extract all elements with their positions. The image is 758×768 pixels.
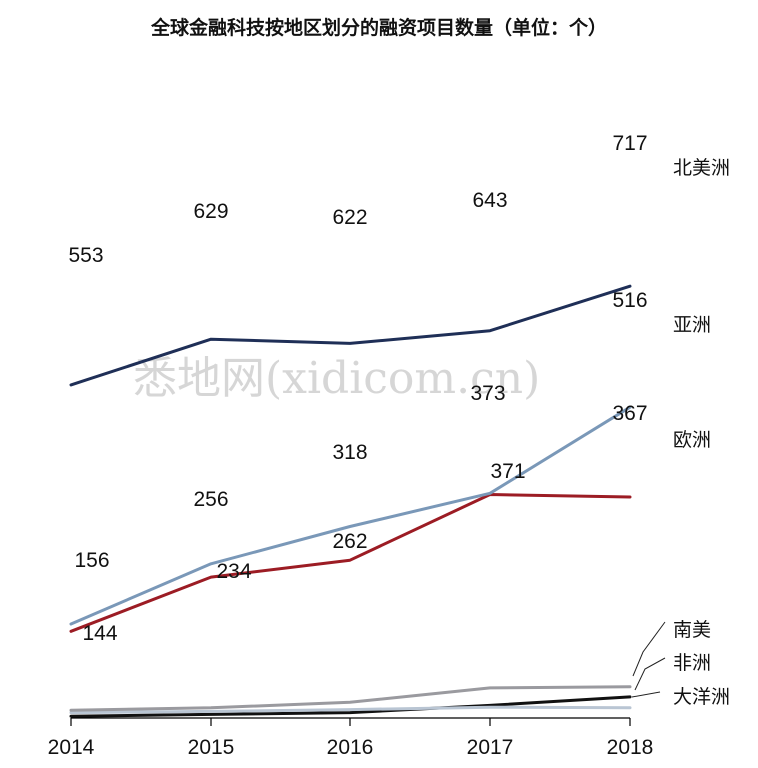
data-label: 156 xyxy=(74,549,109,572)
series-line-4 xyxy=(69,685,632,712)
series-name-label: 非洲 xyxy=(673,652,711,674)
series-name-label: 亚洲 xyxy=(673,314,711,336)
data-label: 367 xyxy=(612,402,647,425)
data-label: 318 xyxy=(332,441,367,464)
data-label: 717 xyxy=(612,132,647,155)
series-line-1 xyxy=(69,284,632,387)
x-tick-label: 2017 xyxy=(467,736,514,759)
series-line-2 xyxy=(69,405,632,626)
leader-line xyxy=(634,657,666,691)
series-name-label: 欧洲 xyxy=(673,429,711,451)
x-tick-label: 2015 xyxy=(188,736,235,759)
leader-line xyxy=(631,691,661,698)
series-line-3 xyxy=(69,493,632,633)
leader-line xyxy=(632,621,666,677)
data-label: 373 xyxy=(470,382,505,405)
data-label: 144 xyxy=(82,622,117,645)
series-name-label: 北美洲 xyxy=(673,157,730,179)
data-label: 629 xyxy=(193,200,228,223)
data-label: 256 xyxy=(193,488,228,511)
x-tick-label: 2018 xyxy=(607,736,654,759)
watermark: 悉地网(xidicom.cn) xyxy=(133,353,540,404)
series-line-6 xyxy=(69,695,632,718)
series-line-5 xyxy=(69,705,632,715)
data-label: 262 xyxy=(332,530,367,553)
data-label: 516 xyxy=(612,289,647,312)
data-label: 234 xyxy=(216,560,251,583)
data-label: 371 xyxy=(490,460,525,483)
data-label: 643 xyxy=(472,189,507,212)
series-name-label: 南美 xyxy=(673,619,711,641)
chart-title: 全球金融科技按地区划分的融资项目数量（单位：个） xyxy=(150,16,607,39)
x-tick-label: 2014 xyxy=(48,736,95,759)
data-label: 622 xyxy=(332,206,367,229)
x-tick-label: 2016 xyxy=(327,736,374,759)
series-name-label: 大洋洲 xyxy=(673,686,730,708)
data-label: 553 xyxy=(68,244,103,267)
